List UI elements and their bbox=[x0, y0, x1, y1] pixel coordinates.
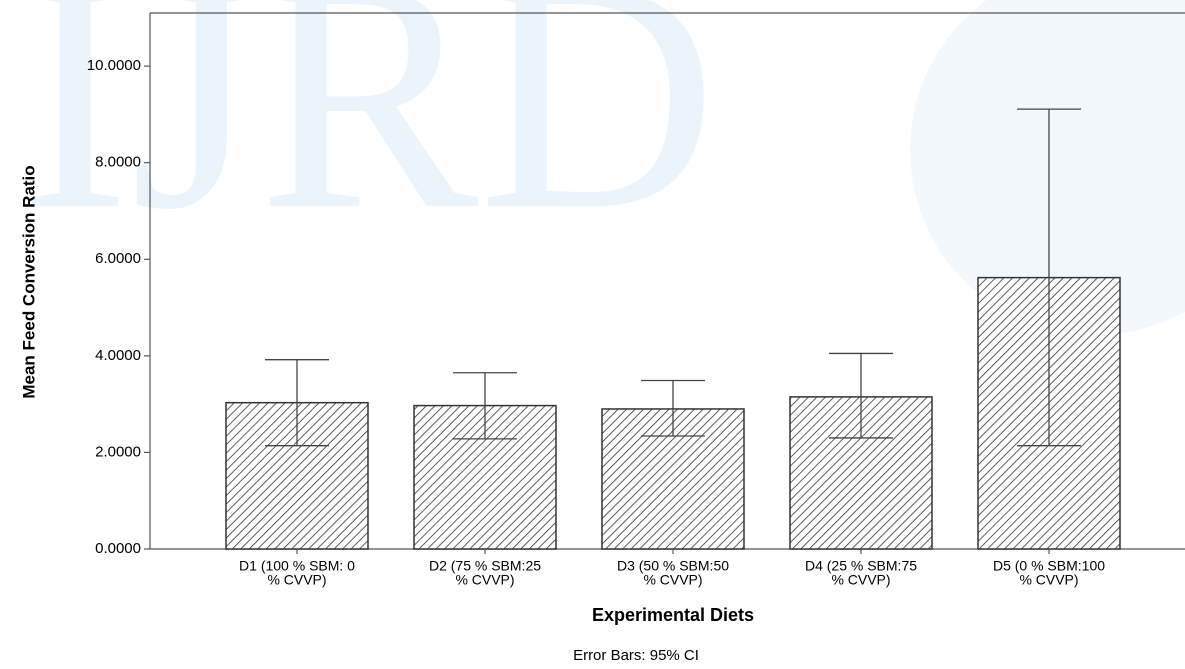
x-tick-label: D5 (0 % SBM:100 bbox=[993, 558, 1105, 574]
x-tick-label: % CVVP) bbox=[455, 572, 514, 588]
error-bar bbox=[265, 359, 329, 447]
x-tick-label: % CVVP) bbox=[267, 572, 326, 588]
x-tick-label: D4 (25 % SBM:75 bbox=[805, 558, 917, 574]
y-tick-label: 10.0000 bbox=[87, 57, 141, 74]
x-tick-label: D3 (50 % SBM:50 bbox=[617, 558, 729, 574]
watermark: IJRD bbox=[20, 0, 1185, 335]
x-tick-label: % CVVP) bbox=[831, 572, 890, 588]
y-axis-title: Mean Feed Conversion Ratio bbox=[19, 165, 38, 398]
x-tick-label: % CVVP) bbox=[1019, 572, 1078, 588]
x-tick-label: % CVVP) bbox=[643, 572, 702, 588]
y-tick-label: 8.0000 bbox=[95, 154, 141, 171]
y-tick-label: 6.0000 bbox=[95, 250, 141, 267]
y-tick-label: 0.0000 bbox=[95, 540, 141, 557]
x-axis-title: Experimental Diets bbox=[592, 605, 754, 625]
error-bar bbox=[1017, 108, 1081, 447]
error-bar bbox=[641, 379, 705, 437]
error-bar bbox=[829, 352, 893, 439]
error-bar bbox=[453, 372, 517, 440]
x-tick-label: D2 (75 % SBM:25 bbox=[429, 558, 541, 574]
chart-note: Error Bars: 95% CI bbox=[573, 647, 699, 664]
x-tick-label: D1 (100 % SBM: 0 bbox=[239, 558, 355, 574]
watermark-text: IJRD bbox=[20, 0, 717, 278]
y-tick-label: 4.0000 bbox=[95, 347, 141, 364]
y-tick-label: 2.0000 bbox=[95, 443, 141, 460]
watermark-globe bbox=[910, 0, 1185, 335]
